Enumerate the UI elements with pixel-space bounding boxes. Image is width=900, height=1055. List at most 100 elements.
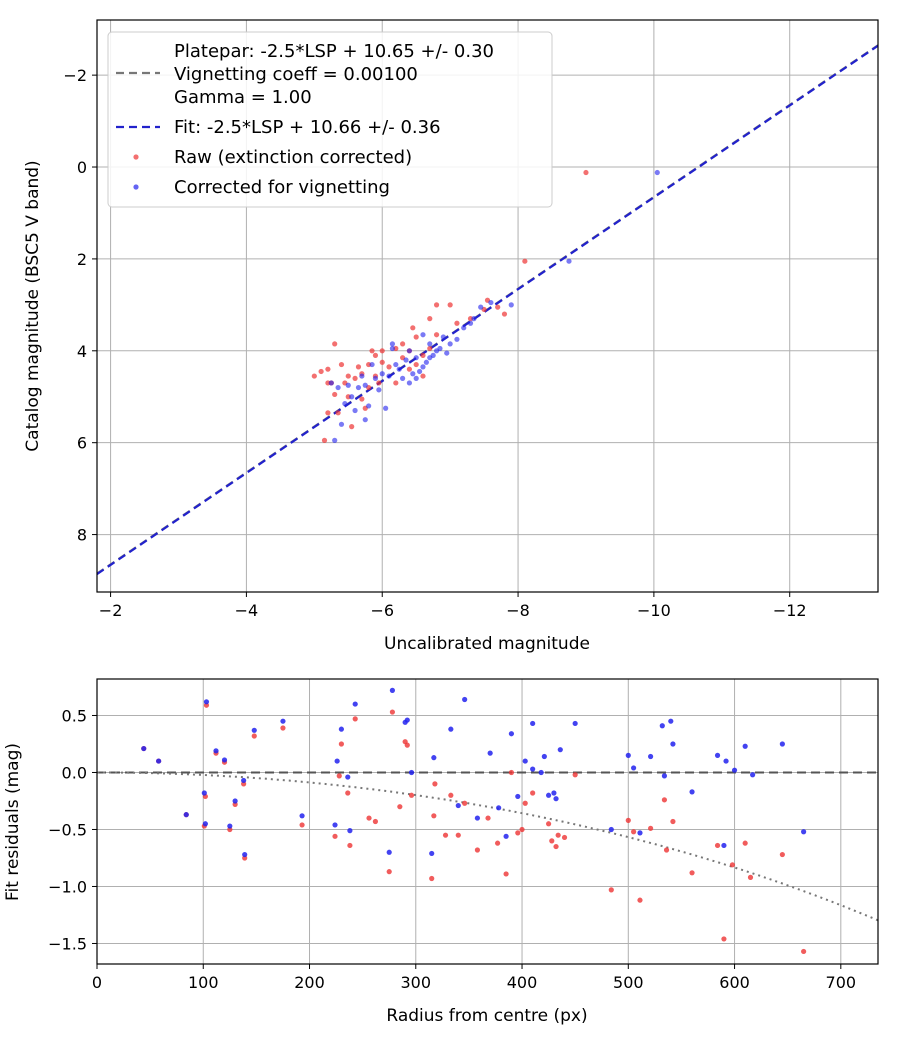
corrected-residual-point bbox=[232, 798, 238, 804]
bottom-x-tick-label: 100 bbox=[188, 973, 219, 992]
raw-residual-point bbox=[366, 815, 372, 821]
raw-point bbox=[318, 368, 324, 375]
corrected-point bbox=[416, 368, 423, 375]
corrected-point bbox=[396, 366, 402, 372]
corrected-point bbox=[440, 334, 446, 340]
bottom-y-tick-label: −0.5 bbox=[48, 820, 87, 839]
corrected-residual-point bbox=[668, 718, 674, 724]
raw-point bbox=[352, 375, 358, 381]
raw-residual-point bbox=[721, 936, 727, 942]
raw-residual-point bbox=[742, 840, 748, 846]
raw-residual-point bbox=[332, 833, 338, 839]
corrected-residual-point bbox=[408, 769, 415, 776]
raw-residual-point bbox=[429, 875, 435, 882]
corrected-residual-point bbox=[631, 765, 637, 771]
raw-residual-point bbox=[455, 832, 461, 838]
raw-residual-point bbox=[345, 790, 351, 796]
corrected-point bbox=[379, 371, 385, 377]
corrected-residual-point bbox=[241, 777, 247, 784]
corrected-point bbox=[335, 384, 341, 391]
top-x-tick-label: −8 bbox=[506, 601, 530, 620]
legend-vignetting-label: Vignetting coeff = 0.00100 bbox=[174, 64, 418, 85]
corrected-point bbox=[386, 373, 392, 379]
corrected-point bbox=[328, 380, 334, 386]
corrected-point bbox=[338, 421, 345, 427]
corrected-residual-point bbox=[203, 699, 210, 705]
top-x-tick-label: −12 bbox=[773, 601, 807, 620]
top-y-tick-label: 6 bbox=[77, 434, 87, 453]
legend-raw-label: Raw (extinction corrected) bbox=[174, 147, 412, 168]
corrected-point bbox=[427, 341, 433, 347]
corrected-residual-point bbox=[429, 850, 435, 857]
raw-point bbox=[369, 348, 375, 354]
raw-residual-point bbox=[280, 725, 286, 731]
corrected-residual-point bbox=[670, 741, 676, 747]
corrected-point bbox=[362, 417, 368, 423]
raw-residual-point bbox=[347, 842, 353, 849]
residuals-chart: 0 100 200 300 400 500 600 700 0.5 0.0 −0.5 −1.0 −1.5… bbox=[3, 678, 879, 1026]
corrected-residual-point bbox=[474, 815, 481, 821]
raw-residual-point bbox=[729, 862, 736, 868]
raw-residual-point bbox=[352, 716, 358, 722]
corrected-point bbox=[406, 348, 412, 354]
raw-residual-point bbox=[553, 843, 559, 850]
legend-corrected-marker bbox=[133, 184, 139, 190]
raw-residual-point bbox=[515, 830, 521, 836]
corrected-residual-point bbox=[731, 767, 738, 773]
corrected-residual-point bbox=[448, 726, 454, 732]
corrected-residual-point bbox=[648, 753, 654, 760]
legend-gamma-label: Gamma = 1.00 bbox=[174, 87, 312, 108]
fit-line bbox=[97, 44, 878, 575]
corrected-point bbox=[447, 341, 453, 347]
raw-point bbox=[454, 320, 460, 326]
raw-residual-point bbox=[299, 822, 305, 828]
corrected-residual-point bbox=[637, 830, 643, 836]
legend-raw-marker bbox=[133, 154, 139, 160]
magnitude-chart: −2 −4 −6 −8 −10 −12 −2 0 2 4 6 8 Uncalibrated magni… bbox=[23, 19, 879, 654]
corrected-residual-point bbox=[156, 758, 162, 764]
raw-residual-point bbox=[408, 792, 415, 798]
raw-residual-point bbox=[503, 871, 509, 877]
raw-residual-point bbox=[625, 817, 631, 823]
bottom-tick-labels: 0 100 200 300 400 500 600 700 0.5 0.0 −0.5 −1.0 −1.5 bbox=[48, 706, 856, 992]
raw-residual-point bbox=[431, 813, 437, 819]
bottom-x-tick-label: 400 bbox=[507, 973, 538, 992]
raw-residual-point bbox=[555, 832, 561, 838]
raw-point bbox=[345, 373, 351, 379]
legend-corrected-label: Corrected for vignetting bbox=[174, 177, 390, 198]
corrected-point bbox=[654, 169, 660, 176]
corrected-residual-point bbox=[551, 790, 557, 796]
raw-residual-point bbox=[251, 733, 257, 739]
corrected-point bbox=[345, 382, 351, 388]
corrected-residual-point bbox=[221, 757, 228, 763]
bottom-x-axis-label: Radius from centre (px) bbox=[386, 1006, 587, 1026]
corrected-point bbox=[332, 437, 338, 443]
corrected-point bbox=[376, 387, 382, 393]
top-y-tick-label: −2 bbox=[63, 66, 87, 85]
bottom-x-tick-label: 500 bbox=[613, 973, 644, 992]
corrected-point bbox=[423, 359, 429, 365]
raw-residual-point bbox=[494, 840, 501, 846]
corrected-point bbox=[383, 405, 389, 411]
corrected-residual-point bbox=[723, 758, 729, 764]
corrected-point bbox=[400, 375, 406, 381]
raw-point bbox=[410, 325, 416, 331]
legend: Platepar: -2.5*LSP + 10.65 +/- 0.30 Vign… bbox=[107, 31, 553, 208]
corrected-point bbox=[410, 371, 416, 377]
corrected-point bbox=[461, 325, 467, 331]
bottom-x-tick-label: 700 bbox=[826, 973, 857, 992]
raw-residual-point bbox=[747, 874, 754, 880]
bottom-y-tick-label: 0.0 bbox=[62, 763, 87, 782]
corrected-residual-point bbox=[572, 720, 578, 727]
corrected-residual-point bbox=[689, 789, 695, 795]
corrected-point bbox=[406, 380, 412, 386]
raw-residual-point bbox=[519, 826, 525, 833]
raw-point bbox=[420, 352, 426, 358]
raw-point bbox=[400, 341, 406, 347]
top-scatter-points bbox=[311, 169, 660, 443]
top-x-tick-label: −10 bbox=[637, 601, 671, 620]
legend-box bbox=[107, 31, 553, 208]
corrected-residual-point bbox=[750, 772, 756, 778]
top-x-tick-label: −2 bbox=[99, 601, 123, 620]
corrected-point bbox=[352, 407, 358, 414]
